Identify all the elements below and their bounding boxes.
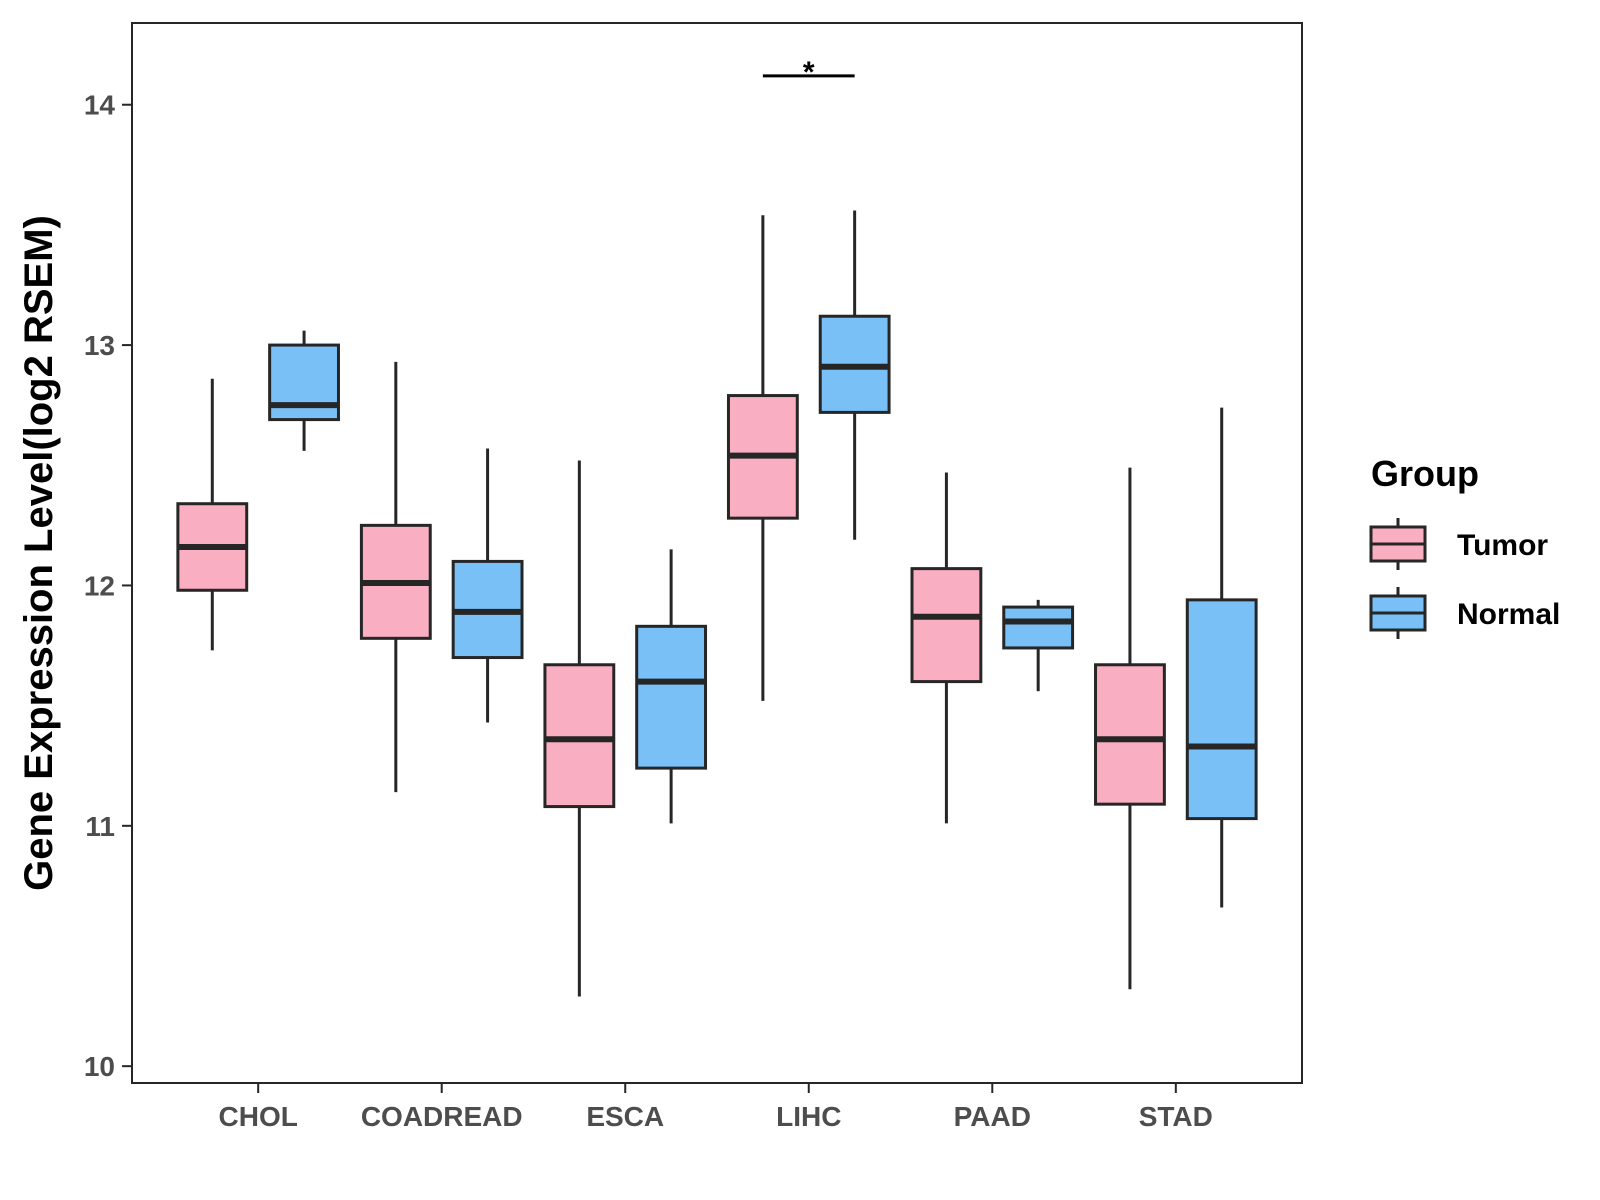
normal-box-chol [268,330,340,451]
legend: Group Tumor Normal [1369,453,1560,639]
x-tick-label: COADREAD [361,1101,523,1132]
y-tick-label: 14 [84,90,116,121]
x-tick-label: CHOL [219,1101,298,1132]
x-tick-label: STAD [1139,1101,1213,1132]
x-tick-label: LIHC [776,1101,841,1132]
box-body [268,343,340,422]
tumor-box-esca [543,460,616,997]
legend-title: Group [1371,453,1479,494]
box-body [635,624,708,770]
normal-box-lihc [818,210,891,540]
significance-annotations: * [762,56,855,89]
y-tick-label: 13 [84,330,115,361]
tumor-box-chol [176,378,249,651]
plot-panel [131,22,1303,1084]
box-body [1002,605,1075,650]
tumor-box-coadread [359,361,432,793]
y-tick-label: 10 [84,1051,115,1082]
y-tick-label: 12 [84,570,115,601]
normal-box-paad [1002,599,1075,692]
tumor-box-lihc [726,215,799,701]
box-body [1094,663,1166,806]
normal-box-esca [635,549,708,824]
box-series-group [176,210,1258,997]
y-axis: 10 11 12 13 14 [84,90,132,1082]
y-tick-label: 11 [85,811,115,842]
box-body [1185,598,1258,821]
x-tick-label: PAAD [954,1101,1031,1132]
x-axis: CHOL COADREAD ESCA LIHC PAAD STAD [219,1083,1213,1132]
legend-items: Tumor Normal [1369,518,1560,639]
normal-box-stad [1185,407,1258,908]
legend-label: Tumor [1457,529,1548,562]
y-axis-title: Gene Expression Level(log2 RSEM) [17,215,61,891]
legend-item-normal: Normal [1369,587,1560,639]
tumor-box-stad [1094,467,1166,990]
normal-box-coadread [451,448,524,723]
box-body [543,663,616,809]
significance-label: * [803,56,815,89]
box-body [910,567,983,684]
legend-item-tumor: Tumor [1369,518,1548,570]
tumor-box-paad [910,472,983,824]
legend-label: Normal [1457,598,1560,631]
x-tick-label: ESCA [586,1101,664,1132]
